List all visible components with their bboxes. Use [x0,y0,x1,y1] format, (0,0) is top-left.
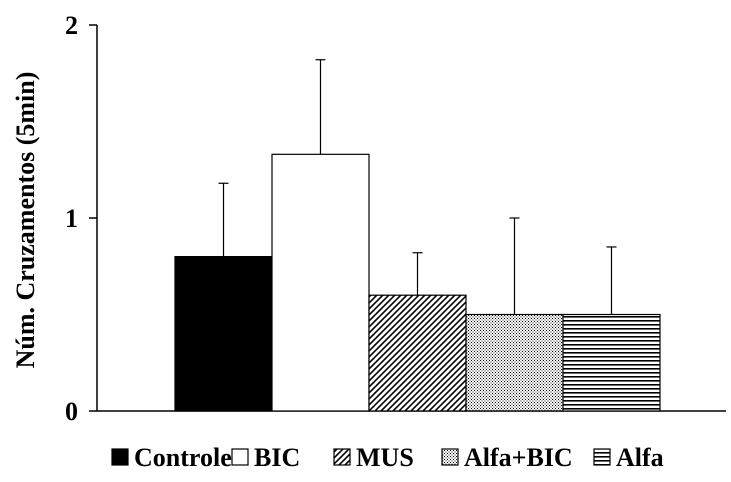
legend-label: Controle [134,443,232,472]
legend-label: BIC [254,443,300,472]
legend-swatch [111,448,129,466]
legend-swatch [441,448,459,466]
legend: Controle BIC MUS Alfa+BIC Alfa [111,443,664,472]
error-bars [218,59,617,315]
legend-swatch [231,448,249,466]
bar-alfa-bic [465,313,564,412]
legend-swatch [593,448,611,466]
bar-mus [368,294,467,412]
y-tick-label: 0 [65,397,78,426]
legend-swatch [333,448,351,466]
legend-label: Alfa+BIC [464,443,573,472]
y-tick-label: 2 [65,11,78,40]
bar-alfa [562,313,661,412]
y-axis-label: Núm. Cruzamentos (5min) [11,72,40,369]
legend-label: Alfa [616,443,664,472]
bar-controle [174,256,273,412]
y-tick-label: 1 [65,204,78,233]
bar-bic [271,153,370,412]
bars [174,153,661,412]
legend-label: MUS [356,443,414,472]
